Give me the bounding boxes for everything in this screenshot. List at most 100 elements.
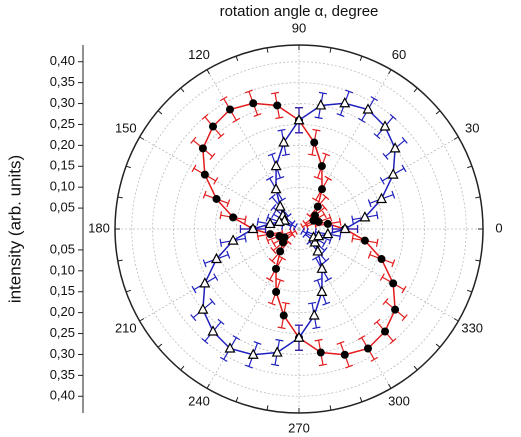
- error-cap: [277, 326, 286, 330]
- marker: [247, 348, 259, 359]
- marker: [293, 331, 305, 342]
- error-cap: [256, 232, 260, 241]
- marker: [266, 230, 275, 239]
- error-cap: [232, 335, 241, 341]
- outer-tick: [125, 165, 131, 169]
- error-cap: [324, 277, 333, 283]
- error-cap: [382, 152, 389, 160]
- outer-tick: [359, 397, 363, 403]
- outer-tick: [206, 383, 210, 389]
- outer-tick: [435, 343, 441, 348]
- error-cap: [401, 285, 407, 294]
- outer-tick: [206, 69, 210, 75]
- grid-circle: [235, 165, 363, 293]
- marker: [381, 327, 390, 336]
- marker: [322, 227, 334, 239]
- error-cap: [265, 236, 270, 245]
- outer-tick: [117, 259, 123, 262]
- error-cap: [265, 213, 270, 222]
- error-cap: [209, 298, 216, 306]
- error-cap: [391, 259, 396, 268]
- error-cap: [265, 175, 274, 181]
- outer-tick: [266, 405, 269, 411]
- marker: [270, 159, 282, 171]
- error-cap: [321, 210, 327, 219]
- error-cap: [300, 227, 306, 235]
- error-cap: [281, 153, 290, 157]
- marker: [224, 342, 236, 353]
- marker: [197, 303, 209, 314]
- angle-tick-label: 0: [495, 220, 502, 235]
- error-cap: [389, 113, 397, 120]
- error-cap: [322, 301, 331, 306]
- marker: [309, 236, 321, 247]
- marker: [389, 279, 398, 288]
- error-cap: [324, 175, 333, 181]
- radial-tick-label: 0,05: [50, 241, 75, 256]
- grid-circle: [214, 144, 384, 314]
- radial-tick-label: 0,10: [50, 179, 75, 194]
- marker: [229, 213, 238, 222]
- marker: [247, 222, 259, 234]
- error-cap: [313, 278, 322, 283]
- marker: [312, 245, 324, 256]
- outer-tick: [435, 110, 441, 115]
- error-cap: [351, 234, 354, 243]
- marker: [311, 211, 320, 220]
- error-cap: [314, 116, 323, 120]
- outer-tick: [329, 405, 332, 411]
- radial-tick-label: 0,05: [50, 200, 75, 215]
- error-cap: [270, 204, 277, 211]
- marker: [210, 252, 222, 264]
- marker: [276, 247, 285, 256]
- error-cap: [275, 116, 284, 120]
- marker: [313, 202, 322, 211]
- error-cap: [278, 255, 287, 261]
- marker: [318, 185, 326, 194]
- marker: [308, 309, 320, 320]
- error-cap: [256, 217, 260, 226]
- angle-tick-label: 90: [292, 20, 306, 35]
- angle-tick-label: 270: [288, 420, 310, 435]
- error-cap: [244, 364, 253, 369]
- error-cap: [370, 356, 379, 362]
- error-cap: [190, 314, 197, 322]
- angle-tick-label: 330: [461, 320, 483, 335]
- radial-tick-label: 0,20: [50, 137, 75, 152]
- error-cap: [321, 239, 327, 248]
- error-cap: [253, 113, 262, 117]
- marker: [278, 136, 290, 147]
- error-cap: [338, 232, 342, 241]
- error-cap: [308, 153, 317, 157]
- error-cap: [191, 164, 197, 173]
- marker: [264, 217, 276, 229]
- marker: [313, 229, 325, 241]
- error-cap: [367, 199, 372, 208]
- outer-tick: [413, 365, 418, 371]
- error-cap: [217, 318, 225, 325]
- outer-tick: [329, 47, 332, 53]
- marker: [271, 346, 283, 357]
- marker: [360, 236, 369, 245]
- marker: [315, 99, 327, 110]
- series: [190, 89, 408, 369]
- angle-tick-label: 30: [465, 120, 479, 135]
- marker: [272, 287, 281, 296]
- radial-tick-label: 0,40: [50, 388, 75, 403]
- error-cap: [321, 247, 328, 254]
- marker: [279, 311, 288, 320]
- error-cap: [201, 338, 209, 345]
- error-cap: [267, 301, 276, 306]
- error-cap: [276, 175, 285, 180]
- marker: [323, 219, 332, 228]
- error-cap: [270, 363, 280, 367]
- error-cap: [289, 222, 294, 231]
- error-cap: [312, 326, 321, 330]
- outer-tick: [467, 165, 473, 169]
- angle-tick-label: 150: [115, 120, 137, 135]
- error-cap: [313, 175, 322, 180]
- marker: [316, 348, 325, 357]
- marker: [316, 285, 328, 296]
- outer-tick: [467, 289, 473, 293]
- outer-tick: [180, 87, 185, 93]
